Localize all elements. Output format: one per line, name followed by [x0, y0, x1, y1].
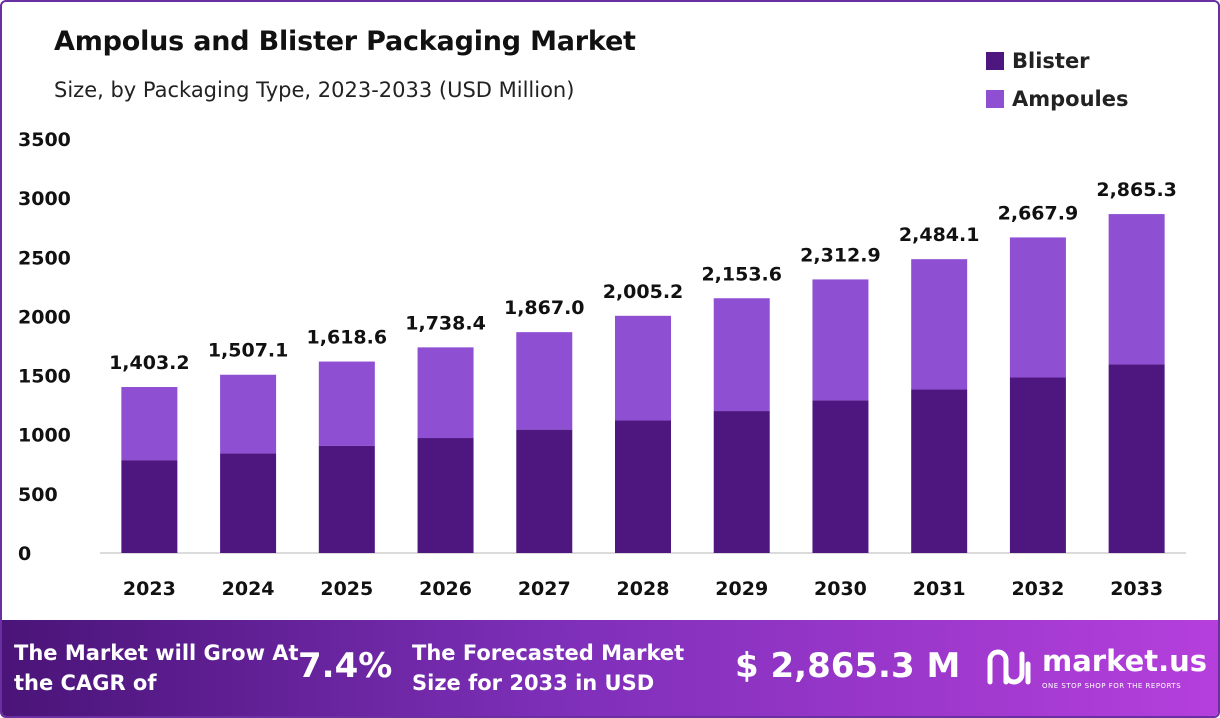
legend-swatch-ampoules — [986, 90, 1004, 108]
bar-ampoules-2033 — [1108, 214, 1165, 365]
footer-banner: The Market will Grow At the CAGR of 7.4%… — [2, 620, 1218, 716]
total-label-2024: 1,507.1 — [208, 340, 289, 362]
bar-blister-2030 — [812, 400, 869, 553]
total-label-2031: 2,484.1 — [899, 224, 980, 246]
total-label-2026: 1,738.4 — [405, 312, 486, 334]
cagr-value: 7.4% — [298, 646, 393, 686]
total-label-2032: 2,667.9 — [998, 202, 1079, 224]
forecast-value: $ 2,865.3 M — [735, 646, 961, 686]
legend-swatch-blister — [986, 52, 1004, 70]
legend-item-ampoules: Ampoules — [986, 80, 1128, 118]
y-tick-label: 0 — [18, 543, 31, 565]
bar-ampoules-2023 — [121, 387, 178, 461]
bar-chart: 0 500 1000 1500 2000 2500 3000 3500 1,403.2 2023 1… — [18, 129, 1186, 600]
bar-blister-2029 — [713, 411, 770, 553]
x-tick-label-2031: 2031 — [913, 578, 966, 600]
x-tick-label-2027: 2027 — [518, 578, 571, 600]
forecast-text: The Forecasted Market Size for 2033 in U… — [412, 641, 685, 695]
legend-label-ampoules: Ampoules — [1012, 87, 1129, 111]
logo-text: market.us — [1042, 644, 1208, 678]
bar-ampoules-2029 — [713, 298, 770, 412]
bar-blister-2033 — [1108, 364, 1165, 553]
total-label-2030: 2,312.9 — [800, 244, 881, 266]
x-tick-label-2023: 2023 — [123, 578, 176, 600]
bar-ampoules-2032 — [1009, 237, 1066, 378]
total-label-2033: 2,865.3 — [1096, 179, 1177, 201]
y-tick-label: 500 — [18, 484, 58, 506]
y-tick-label: 2000 — [18, 306, 71, 328]
bar-blister-2024 — [220, 453, 277, 553]
logo-mark-icon — [987, 649, 1031, 685]
total-label-2023: 1,403.2 — [109, 352, 190, 374]
x-tick-label-2030: 2030 — [814, 578, 867, 600]
x-tick-label-2026: 2026 — [419, 578, 472, 600]
x-tick-label-2024: 2024 — [222, 578, 275, 600]
bar-ampoules-2024 — [220, 374, 277, 454]
total-label-2029: 2,153.6 — [701, 263, 782, 285]
total-label-2025: 1,618.6 — [307, 327, 388, 349]
chart-title: Ampolus and Blister Packaging Market — [54, 26, 636, 57]
bar-ampoules-2025 — [318, 361, 375, 446]
y-tick-label: 1000 — [18, 425, 71, 447]
bar-ampoules-2028 — [615, 315, 671, 421]
logo-tagline: ONE STOP SHOP FOR THE REPORTS — [1042, 682, 1182, 690]
y-tick-label: 3500 — [18, 129, 71, 151]
bar-blister-2027 — [516, 429, 573, 553]
bar-ampoules-2031 — [911, 259, 968, 390]
y-tick-label: 1500 — [18, 366, 71, 388]
x-tick-label-2032: 2032 — [1011, 578, 1064, 600]
x-tick-label-2028: 2028 — [617, 578, 670, 600]
x-tick-label-2033: 2033 — [1110, 578, 1163, 600]
legend-item-blister: Blister — [986, 42, 1128, 80]
x-tick-label-2025: 2025 — [320, 578, 373, 600]
y-tick-label: 3000 — [18, 188, 71, 210]
chart-subtitle: Size, by Packaging Type, 2023-2033 (USD … — [54, 78, 575, 102]
y-tick-label: 2500 — [18, 247, 71, 269]
bar-blister-2026 — [417, 438, 474, 553]
bar-ampoules-2030 — [812, 279, 869, 401]
bar-ampoules-2027 — [516, 332, 573, 430]
bar-blister-2032 — [1009, 377, 1066, 553]
bar-blister-2023 — [121, 460, 178, 553]
bar-blister-2025 — [318, 445, 375, 553]
legend: Blister Ampoules — [986, 42, 1128, 118]
total-label-2028: 2,005.2 — [603, 281, 684, 303]
legend-label-blister: Blister — [1012, 49, 1090, 73]
cagr-text: The Market will Grow At the CAGR of — [14, 641, 299, 695]
x-tick-label-2029: 2029 — [715, 578, 768, 600]
bar-blister-2028 — [615, 420, 671, 553]
bar-ampoules-2026 — [417, 347, 474, 439]
market-us-logo: market.us ONE STOP SHOP FOR THE REPORTS — [986, 642, 1208, 698]
bar-blister-2031 — [911, 389, 968, 553]
total-label-2027: 1,867.0 — [504, 297, 585, 319]
